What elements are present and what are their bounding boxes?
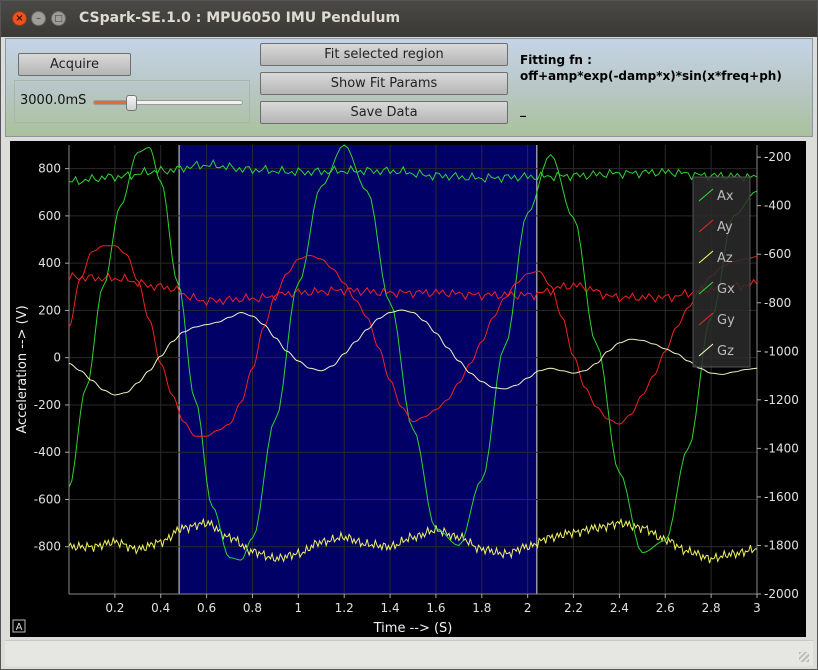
x-tick-label: 2.6 [656,601,675,615]
status-bar [5,640,813,666]
series-line-gy [68,245,758,437]
duration-group: 3000.0mS [14,80,250,123]
x-tick-label: 1.4 [381,601,400,615]
x-tick-label: 3 [753,601,761,615]
x-axis-label: Time --> (S) [373,621,453,636]
duration-value: 3000.0mS [20,93,87,108]
y-right-tick-label: -600 [764,247,791,261]
x-tick-label: 2 [524,601,532,615]
legend-swatch-gy [698,312,714,326]
slider-fill [94,101,131,104]
x-tick-label: 2.4 [610,601,629,615]
resize-grip[interactable] [799,652,809,662]
legend-label-gy: Gy [717,313,735,328]
y-right-tick-label: -1400 [764,441,799,455]
slider-handle[interactable] [126,95,137,111]
show-fit-params-button[interactable]: Show Fit Params [260,72,508,95]
legend-swatch-ay [698,219,714,233]
series-line-ay [68,271,758,307]
y-axis-label: Acceleration --> (V) [15,305,30,433]
duration-slider[interactable] [93,95,243,111]
y-right-tick-label: -200 [764,150,791,164]
legend-label-ay: Ay [717,220,733,235]
x-tick-label: 1.8 [472,601,491,615]
fit-fn-formula: off+amp*exp(-damp*x)*sin(x*freq+ph) [520,69,782,83]
maximize-icon: □ [54,14,63,24]
legend-swatch-gz [698,343,714,357]
legend-label-gz: Gz [717,344,734,359]
x-tick-label: 2.8 [702,601,721,615]
x-tick-label: 1.6 [426,601,445,615]
close-icon: × [15,13,24,24]
x-tick-label: 1.2 [335,601,354,615]
autoscale-button[interactable] [12,619,26,633]
legend-swatch-ax [698,188,714,202]
y-left-tick-label: -200 [34,398,61,412]
legend-label-az: Az [717,251,733,266]
fit-region-button[interactable]: Fit selected region [260,43,508,66]
x-tick-label: 2.2 [564,601,583,615]
legend-box [692,176,751,368]
y-left-tick-label: 0 [53,351,61,365]
x-tick-label: 0.6 [197,601,216,615]
y-left-tick-label: 400 [38,256,61,270]
series-line-gx [68,144,758,561]
x-tick-label: 0.2 [105,601,124,615]
y-left-tick-label: -600 [34,492,61,506]
y-left-tick-label: -800 [34,540,61,554]
legend-label-ax: Ax [717,189,734,204]
legend-swatch-gx [698,281,714,295]
y-right-tick-label: -1800 [764,538,799,552]
imu-plot[interactable]: 0.2 0.4 0.6 0.8 1 1.2 1.4 1.6 1.8 2 2.2 2.4 2.6 2.8 3 8… [10,141,806,637]
y-right-tick-label: -2000 [764,587,799,601]
fit-result: _ [520,103,526,117]
autoscale-icon[interactable]: A [16,622,23,633]
y-right-tick-label: -400 [764,199,791,213]
y-right-tick-label: -800 [764,296,791,310]
x-tick-label: 0.8 [243,601,262,615]
y-right-tick-label: -1200 [764,393,799,407]
save-data-button[interactable]: Save Data [260,101,508,124]
y-left-tick-label: 800 [38,162,61,176]
close-button[interactable]: × [12,11,27,26]
plot-area[interactable]: 0.2 0.4 0.6 0.8 1 1.2 1.4 1.6 1.8 2 2.2 2.4 2.6 2.8 3 8… [10,141,806,637]
selection-region[interactable] [179,145,537,594]
y-right-tick-label: -1000 [764,344,799,358]
x-tick-label: 0.4 [151,601,170,615]
x-tick-label: 1 [295,601,303,615]
maximize-button[interactable]: □ [51,11,66,26]
y-left-tick-label: 600 [38,209,61,223]
y-right-tick-label: -1600 [764,490,799,504]
y-left-tick-label: -400 [34,445,61,459]
window-title: CSpark-SE.1.0 : MPU6050 IMU Pendulum [79,10,401,26]
title-bar[interactable]: × – □ CSpark-SE.1.0 : MPU6050 IMU Pendul… [1,1,817,37]
series-line-gz [68,309,758,396]
series-line-ax [68,159,758,186]
minimize-icon: – [36,13,41,24]
legend-swatch-az [698,250,714,264]
y-left-tick-label: 200 [38,303,61,317]
legend-label-gx: Gx [717,282,735,297]
acquire-button[interactable]: Acquire [18,53,131,76]
fit-fn-label: Fitting fn : [520,53,592,67]
minimize-button[interactable]: – [31,11,46,26]
control-panel: Acquire 3000.0mS Fit selected region Sho… [5,38,813,137]
series-line-az [68,517,758,564]
